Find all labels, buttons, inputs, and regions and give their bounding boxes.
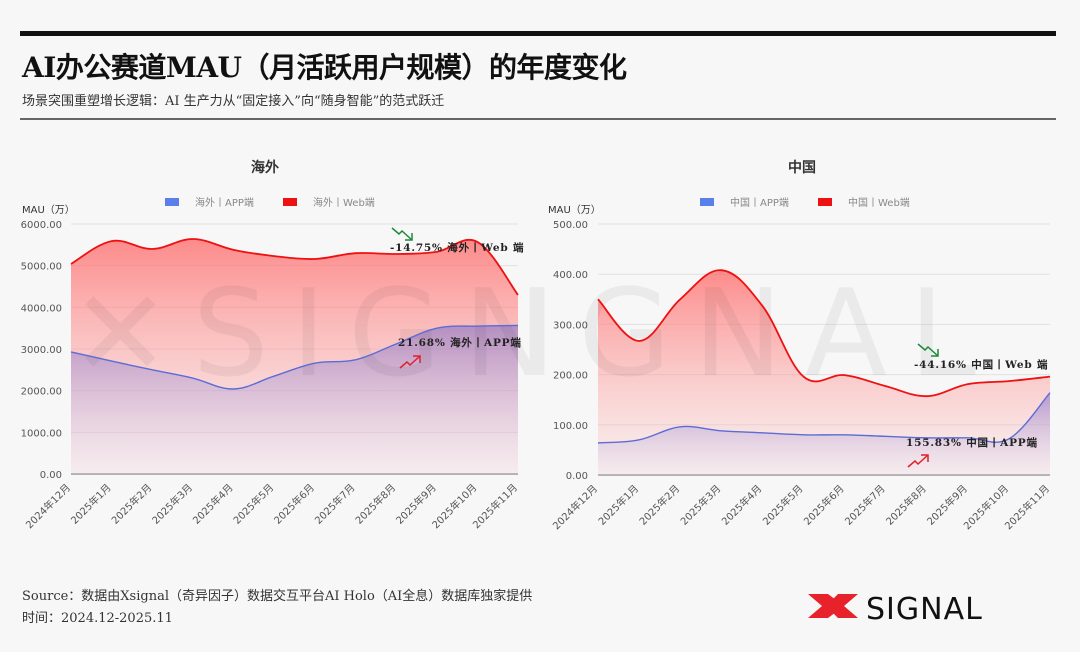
xsignal-logo: SIGNAL bbox=[808, 592, 983, 626]
chart-legend: 中国丨APP端 中国丨Web端 bbox=[700, 196, 910, 209]
annotation-label: 21.68% 海外丨APP端 bbox=[398, 336, 522, 349]
up-arrowhead-icon bbox=[921, 454, 929, 462]
y-tick-label: 200.00 bbox=[553, 371, 588, 382]
x-tick-label: 2025年4月 bbox=[190, 481, 236, 527]
y-tick-label: 0.00 bbox=[40, 470, 62, 481]
web-area bbox=[598, 270, 1050, 475]
down-arrowhead-icon bbox=[405, 233, 413, 241]
y-tick-label: 100.00 bbox=[553, 421, 588, 432]
legend-app-swatch bbox=[165, 198, 179, 206]
source-note: Source：数据由Xsignal（奇异因子）数据交互平台AI Holo（AI全… bbox=[22, 589, 533, 604]
y-axis-label: MAU（万） bbox=[548, 204, 601, 216]
app-area bbox=[598, 392, 1050, 475]
annotation-label: -14.75% 海外丨Web 端 bbox=[390, 241, 524, 254]
y-tick-label: 0.00 bbox=[566, 471, 588, 482]
x-tick-label: 2025年4月 bbox=[719, 482, 765, 528]
period-note: 时间：2024.12-2025.11 bbox=[22, 611, 173, 626]
x-tick-label: 2025年2月 bbox=[636, 482, 682, 528]
x-tick-label: 2025年3月 bbox=[678, 482, 724, 528]
trend-down-annotation: -44.16% 中国丨Web 端 bbox=[914, 343, 1048, 371]
down-arrow-icon bbox=[917, 343, 939, 357]
subtitle-rule bbox=[20, 118, 1056, 120]
legend-label: 海外丨APP端 bbox=[195, 196, 254, 209]
legend-label: 海外丨Web端 bbox=[313, 196, 375, 209]
x-tick-label: 2025年5月 bbox=[760, 482, 806, 528]
trend-up-annotation: 21.68% 海外丨APP端 bbox=[398, 336, 522, 369]
trend-up-annotation: 155.83% 中国丨APP端 bbox=[906, 436, 1038, 468]
up-arrowhead-icon bbox=[413, 355, 421, 363]
x-tick-label: 2025年7月 bbox=[312, 481, 358, 527]
x-tick-label: 2025年9月 bbox=[924, 482, 970, 528]
chart-legend: 海外丨APP端 海外丨Web端 bbox=[165, 196, 375, 209]
y-axis-label: MAU（万） bbox=[22, 204, 75, 216]
x-tick-label: 2025年3月 bbox=[149, 481, 195, 527]
x-tick-label: 2025年1月 bbox=[68, 481, 114, 527]
annotation-label: -44.16% 中国丨Web 端 bbox=[914, 358, 1048, 371]
y-tick-label: 4000.00 bbox=[21, 303, 62, 314]
app-line bbox=[597, 392, 1051, 444]
x-tick-label: 2025年1月 bbox=[595, 482, 641, 528]
top-rule bbox=[20, 31, 1056, 36]
y-tick-label: 400.00 bbox=[553, 270, 588, 281]
annotation-label: 155.83% 中国丨APP端 bbox=[906, 436, 1038, 449]
y-tick-label: 1000.00 bbox=[21, 428, 62, 439]
down-arrowhead-icon bbox=[931, 349, 939, 357]
x-tick-label: 2025年2月 bbox=[109, 481, 155, 527]
x-tick-label: 2025年6月 bbox=[271, 481, 317, 527]
down-arrow-icon bbox=[391, 227, 413, 241]
logo-x-icon bbox=[808, 594, 858, 618]
legend-web-swatch bbox=[818, 198, 832, 206]
x-tick-label: 2025年9月 bbox=[393, 481, 439, 527]
legend-app-swatch bbox=[700, 198, 714, 206]
up-arrow-icon bbox=[907, 454, 929, 468]
y-tick-label: 300.00 bbox=[553, 320, 588, 331]
web-line bbox=[70, 238, 519, 296]
watermark: ✕SIGN bbox=[70, 265, 540, 404]
x-tick-label: 2024年12月 bbox=[23, 481, 73, 531]
page-subtitle: 场景突围重塑增长逻辑：AI 生产力从“固定接入”向“随身智能”的范式跃迁 bbox=[22, 94, 445, 109]
watermark: ✕SIGNAL bbox=[540, 265, 998, 404]
legend-label: 中国丨Web端 bbox=[848, 196, 910, 209]
x-tick-label: 2024年12月 bbox=[550, 482, 600, 532]
y-tick-label: 2000.00 bbox=[21, 387, 62, 398]
legend-label: 中国丨APP端 bbox=[730, 196, 789, 209]
x-tick-label: 2025年8月 bbox=[883, 482, 929, 528]
x-tick-label: 2025年6月 bbox=[801, 482, 847, 528]
x-tick-label: 2025年5月 bbox=[230, 481, 276, 527]
y-tick-label: 5000.00 bbox=[21, 262, 62, 273]
y-tick-label: 500.00 bbox=[553, 220, 588, 231]
x-tick-label: 2025年8月 bbox=[352, 481, 398, 527]
logo-text: SIGNAL bbox=[866, 592, 983, 626]
trend-down-annotation: -14.75% 海外丨Web 端 bbox=[390, 227, 524, 254]
chart-title: 海外 bbox=[251, 159, 279, 176]
web-line bbox=[597, 269, 1051, 398]
chart-title: 中国 bbox=[788, 159, 816, 176]
x-tick-label: 2025年7月 bbox=[842, 482, 888, 528]
legend-web-swatch bbox=[283, 198, 297, 206]
page-title: AI办公赛道MAU（月活跃用户规模）的年度变化 bbox=[22, 51, 627, 84]
y-tick-label: 3000.00 bbox=[21, 345, 62, 356]
y-tick-label: 6000.00 bbox=[21, 220, 62, 231]
up-arrow-icon bbox=[399, 355, 421, 369]
app-line bbox=[70, 324, 519, 390]
